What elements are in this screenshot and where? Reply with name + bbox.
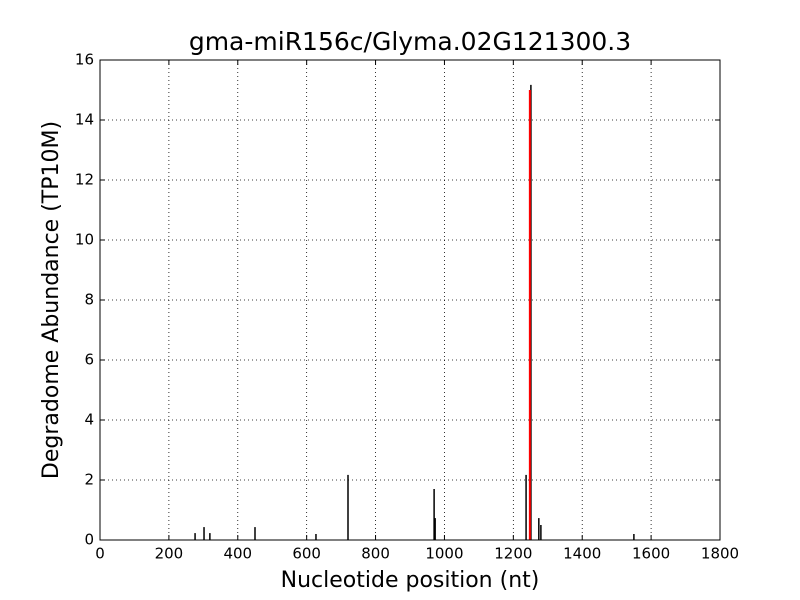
x-axis-label: Nucleotide position (nt)	[281, 568, 540, 593]
y-tick-label: 10	[75, 231, 94, 249]
y-tick-label: 16	[75, 51, 94, 69]
x-tick-label: 800	[361, 545, 390, 563]
x-tick-label: 1800	[701, 545, 739, 563]
plot-frame	[99, 59, 721, 541]
y-tick-label: 12	[75, 171, 94, 189]
y-tick-label: 0	[84, 531, 94, 549]
x-tick-label: 0	[95, 545, 105, 563]
x-tick-label: 1400	[563, 545, 601, 563]
x-tick-label: 400	[223, 545, 252, 563]
y-tick-label: 14	[75, 111, 94, 129]
x-tick-label: 1600	[632, 545, 670, 563]
x-tick-label: 600	[292, 545, 321, 563]
x-tick-label: 1000	[425, 545, 463, 563]
y-tick-label: 4	[84, 411, 94, 429]
y-tick-label: 6	[84, 351, 94, 369]
y-axis-label: Degradome Abundance (TP10M)	[39, 121, 64, 479]
y-tick-label: 2	[84, 471, 94, 489]
y-tick-label: 8	[84, 291, 94, 309]
chart-title: gma-miR156c/Glyma.02G121300.3	[189, 27, 631, 56]
x-tick-label: 200	[155, 545, 184, 563]
x-tick-label: 1200	[494, 545, 532, 563]
